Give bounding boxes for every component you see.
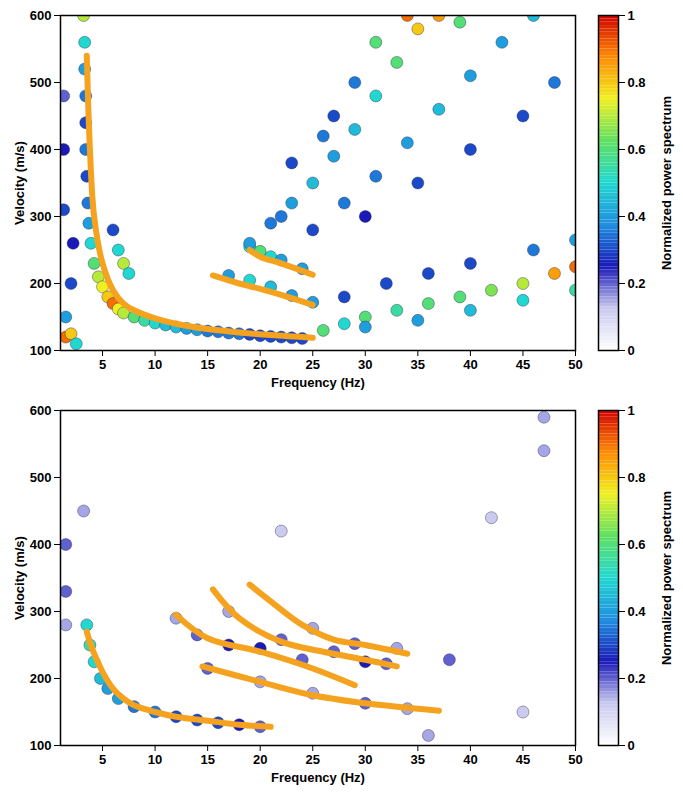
svg-text:0: 0 <box>628 738 635 753</box>
svg-text:25: 25 <box>306 752 320 767</box>
svg-text:45: 45 <box>516 357 530 372</box>
svg-text:15: 15 <box>200 752 214 767</box>
svg-text:300: 300 <box>30 604 52 619</box>
svg-text:Velocity (m/s): Velocity (m/s) <box>12 536 27 620</box>
svg-text:40: 40 <box>463 357 477 372</box>
svg-text:1: 1 <box>628 403 635 418</box>
svg-text:100: 100 <box>30 738 52 753</box>
svg-text:10: 10 <box>148 357 162 372</box>
svg-text:200: 200 <box>30 276 52 291</box>
svg-text:15: 15 <box>200 357 214 372</box>
svg-text:1: 1 <box>628 8 635 23</box>
svg-text:0.4: 0.4 <box>628 604 647 619</box>
svg-text:300: 300 <box>30 209 52 224</box>
svg-text:50: 50 <box>568 752 582 767</box>
svg-text:500: 500 <box>30 75 52 90</box>
svg-text:5: 5 <box>99 357 106 372</box>
svg-text:600: 600 <box>30 403 52 418</box>
svg-text:25: 25 <box>306 357 320 372</box>
svg-text:0.6: 0.6 <box>628 537 646 552</box>
svg-text:100: 100 <box>30 343 52 358</box>
svg-text:0.8: 0.8 <box>628 470 646 485</box>
svg-text:0.6: 0.6 <box>628 142 646 157</box>
svg-text:Normalized power spectrum: Normalized power spectrum <box>659 491 674 665</box>
svg-text:20: 20 <box>253 752 267 767</box>
svg-text:0.2: 0.2 <box>628 671 646 686</box>
svg-text:Normalized power spectrum: Normalized power spectrum <box>659 96 674 270</box>
svg-text:200: 200 <box>30 671 52 686</box>
svg-text:Velocity (m/s): Velocity (m/s) <box>12 141 27 225</box>
svg-text:50: 50 <box>568 357 582 372</box>
svg-text:40: 40 <box>463 752 477 767</box>
svg-text:0: 0 <box>628 343 635 358</box>
svg-text:0.2: 0.2 <box>628 276 646 291</box>
svg-text:20: 20 <box>253 357 267 372</box>
svg-text:400: 400 <box>30 537 52 552</box>
svg-text:500: 500 <box>30 470 52 485</box>
svg-text:5: 5 <box>99 752 106 767</box>
svg-text:0.4: 0.4 <box>628 209 647 224</box>
svg-text:Frequency (Hz): Frequency (Hz) <box>271 375 365 390</box>
svg-text:30: 30 <box>358 357 372 372</box>
svg-text:45: 45 <box>516 752 530 767</box>
svg-text:600: 600 <box>30 8 52 23</box>
svg-text:30: 30 <box>358 752 372 767</box>
svg-text:Frequency (Hz): Frequency (Hz) <box>271 770 365 785</box>
svg-text:10: 10 <box>148 752 162 767</box>
svg-text:400: 400 <box>30 142 52 157</box>
svg-text:0.8: 0.8 <box>628 75 646 90</box>
svg-text:35: 35 <box>411 357 425 372</box>
svg-text:35: 35 <box>411 752 425 767</box>
